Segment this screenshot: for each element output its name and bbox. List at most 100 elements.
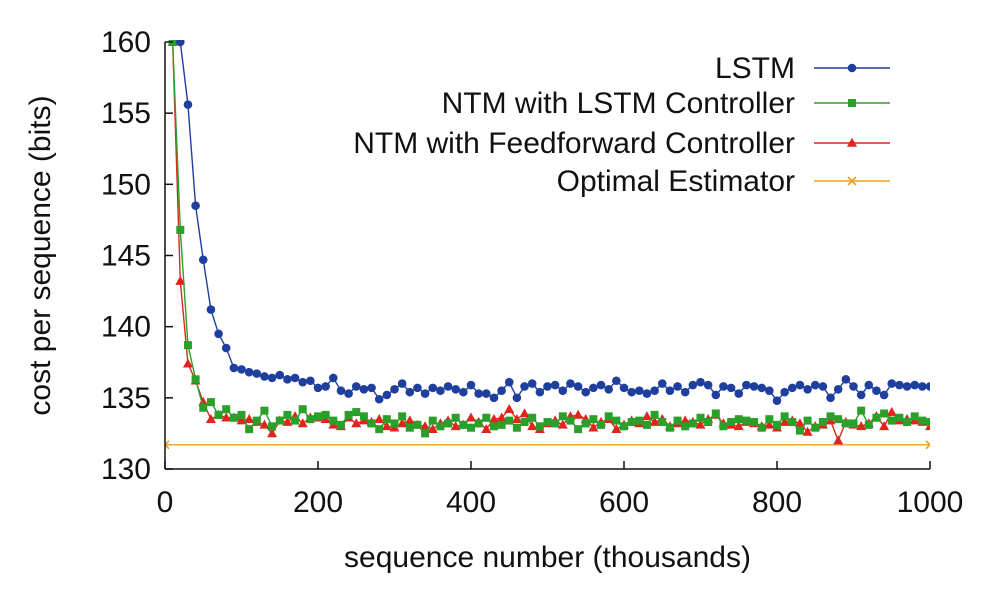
- data-point-lstm: [374, 394, 384, 404]
- data-point-lstm: [612, 376, 621, 386]
- data-point-ntm-with-lstm-controller: [382, 415, 391, 424]
- data-point-ntm-with-lstm-controller: [650, 410, 659, 419]
- data-point-ntm-with-feedforward-controller: [175, 275, 186, 285]
- data-point-lstm: [849, 382, 858, 391]
- legend-label-ntm-with-feedforward-controller: NTM with Feedforward Controller: [353, 127, 795, 160]
- legend-entry-ntm-with-feedforward-controller: NTM with Feedforward Controller: [353, 127, 890, 160]
- data-point-lstm: [757, 383, 766, 393]
- data-point-ntm-with-lstm-controller: [298, 405, 307, 414]
- data-point-lstm: [550, 380, 560, 390]
- data-point-lstm: [443, 382, 453, 391]
- data-point-ntm-with-feedforward-controller: [466, 412, 476, 422]
- data-point-ntm-with-lstm-controller: [444, 419, 453, 428]
- data-point-ntm-with-feedforward-controller: [244, 413, 255, 423]
- x-tick-label: 600: [599, 486, 649, 519]
- data-point-lstm: [925, 382, 930, 391]
- data-point-ntm-with-lstm-controller: [451, 413, 460, 422]
- data-point-lstm: [336, 386, 346, 396]
- data-point-lstm: [650, 386, 659, 396]
- data-point-lstm: [229, 363, 239, 373]
- data-point-ntm-with-lstm-controller: [773, 420, 781, 429]
- data-point-lstm: [367, 383, 376, 393]
- data-point-lstm: [742, 380, 751, 390]
- data-point-ntm-with-lstm-controller: [222, 405, 231, 414]
- data-point-ntm-with-feedforward-controller: [695, 419, 706, 429]
- data-point-lstm: [459, 387, 468, 397]
- data-point-ntm-with-lstm-controller: [719, 422, 728, 431]
- data-point-ntm-with-lstm-controller: [926, 418, 930, 427]
- data-point-ntm-with-feedforward-controller: [573, 409, 584, 419]
- data-point-lstm: [290, 373, 300, 383]
- data-point-lstm: [206, 305, 216, 314]
- data-point-lstm: [879, 390, 889, 400]
- data-point-ntm-with-lstm-controller: [604, 412, 613, 421]
- data-point-ntm-with-lstm-controller: [903, 418, 912, 427]
- data-point-ntm-with-lstm-controller: [566, 416, 575, 425]
- data-point-ntm-with-feedforward-controller: [205, 413, 216, 423]
- data-point-lstm: [252, 369, 262, 378]
- data-point-lstm: [306, 376, 315, 386]
- data-point-lstm: [451, 384, 461, 394]
- data-point-lstm: [543, 382, 552, 391]
- data-point-lstm: [497, 386, 506, 396]
- data-point-ntm-with-lstm-controller: [826, 412, 835, 421]
- data-point-ntm-with-feedforward-controller: [221, 412, 232, 422]
- data-point-ntm-with-lstm-controller: [359, 412, 368, 421]
- data-point-lstm: [604, 384, 613, 394]
- data-point-lstm: [688, 380, 698, 390]
- data-point-ntm-with-feedforward-controller: [833, 435, 844, 445]
- data-point-ntm-with-lstm-controller: [413, 420, 422, 429]
- data-point-ntm-with-lstm-controller: [329, 416, 338, 425]
- data-point-lstm: [482, 389, 491, 398]
- data-point-ntm-with-lstm-controller: [436, 422, 445, 431]
- data-point-ntm-with-lstm-controller: [176, 225, 185, 234]
- data-point-ntm-with-lstm-controller: [206, 398, 215, 407]
- data-point-ntm-with-lstm-controller: [658, 418, 667, 427]
- data-point-ntm-with-feedforward-controller: [404, 415, 415, 425]
- data-point-ntm-with-lstm-controller: [918, 416, 927, 425]
- data-point-lstm: [221, 343, 231, 353]
- data-point-ntm-with-feedforward-controller: [511, 413, 522, 423]
- x-axis-title: sequence number (thousands): [344, 541, 751, 574]
- data-point-ntm-with-lstm-controller: [535, 422, 544, 431]
- y-tick-label: 155: [101, 97, 151, 130]
- data-point-ntm-with-lstm-controller: [895, 413, 904, 422]
- axes-layer: 130 135 140 145 150 155 160 0 200 400 600 800 1000: [101, 26, 963, 519]
- data-point-lstm: [657, 379, 667, 388]
- data-point-ntm-with-lstm-controller: [811, 423, 820, 432]
- data-point-ntm-with-lstm-controller: [558, 412, 567, 421]
- x-tick-label: 1000: [897, 486, 964, 519]
- data-point-ntm-with-lstm-controller: [872, 413, 881, 422]
- legend-entry-ntm-with-lstm-controller: NTM with LSTM Controller: [442, 87, 890, 120]
- data-point-lstm: [489, 393, 499, 403]
- data-point-ntm-with-lstm-controller: [344, 410, 353, 419]
- data-point-lstm: [390, 384, 399, 394]
- data-point-ntm-with-lstm-controller: [857, 406, 866, 415]
- data-point-ntm-with-feedforward-controller: [649, 416, 660, 426]
- legend-label-optimal-estimator: Optimal Estimator: [557, 165, 795, 198]
- data-point-lstm: [772, 396, 782, 405]
- data-point-ntm-with-lstm-controller: [818, 418, 827, 427]
- data-point-lstm: [872, 386, 881, 396]
- data-point-ntm-with-lstm-controller: [841, 419, 850, 428]
- data-point-ntm-with-feedforward-controller: [488, 413, 499, 423]
- data-point-lstm: [344, 389, 353, 398]
- data-point-ntm-with-feedforward-controller: [267, 428, 278, 438]
- data-point-ntm-with-feedforward-controller: [779, 416, 790, 426]
- data-point-ntm-with-lstm-controller: [474, 419, 483, 428]
- data-point-ntm-with-lstm-controller: [168, 40, 177, 46]
- data-point-ntm-with-feedforward-controller: [297, 418, 308, 428]
- y-tick-label: 150: [101, 168, 151, 201]
- data-point-ntm-with-lstm-controller: [260, 406, 269, 415]
- data-point-lstm: [474, 389, 483, 398]
- data-point-ntm-with-feedforward-controller: [282, 416, 293, 426]
- data-point-ntm-with-lstm-controller: [283, 410, 292, 419]
- data-point-lstm: [918, 382, 927, 391]
- data-point-ntm-with-lstm-controller: [252, 416, 261, 425]
- data-point-ntm-with-lstm-controller: [597, 420, 606, 429]
- data-point-ntm-with-lstm-controller: [788, 418, 797, 427]
- data-point-ntm-with-feedforward-controller: [794, 418, 805, 428]
- data-point-lstm: [581, 387, 591, 397]
